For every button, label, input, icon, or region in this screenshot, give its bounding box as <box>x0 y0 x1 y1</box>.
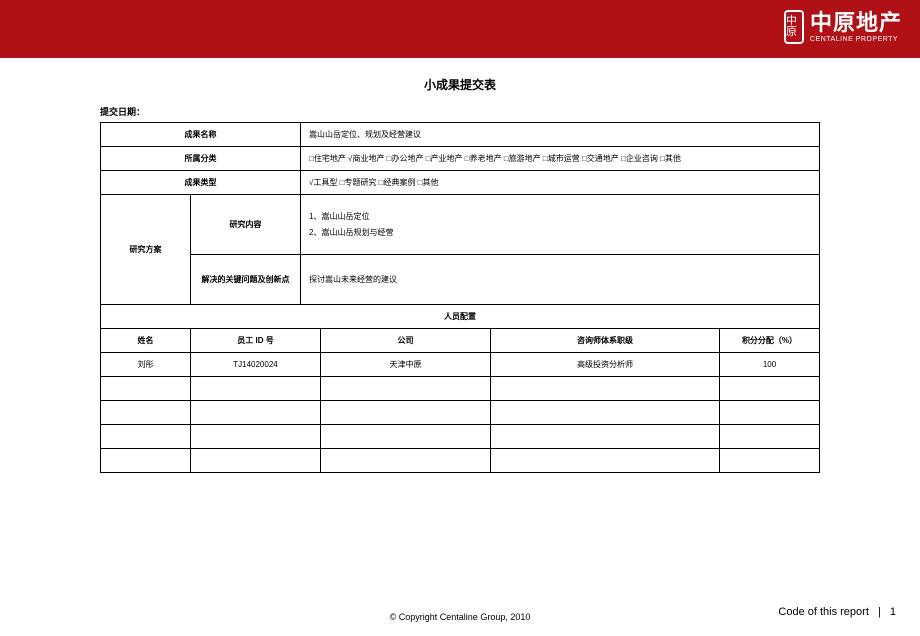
cell-id <box>191 449 321 473</box>
submission-form-table: 成果名称 嵩山山岳定位、规划及经营建议 所属分类 □住宅地产 √商业地产 □办公… <box>100 122 820 329</box>
label-category: 所属分类 <box>101 147 301 171</box>
table-row <box>101 401 820 425</box>
footer-page-number: 1 <box>890 606 896 618</box>
footer-code-label: Code of this report <box>778 606 869 618</box>
label-research-content: 研究内容 <box>191 195 301 255</box>
brand-mark-icon: 中原 <box>784 10 804 44</box>
value-category: □住宅地产 √商业地产 □办公地产 □产业地产 □养老地产 □旅游地产 □城市运… <box>301 147 820 171</box>
value-key-innovation: 探讨嵩山未来经营的建议 <box>301 255 820 305</box>
people-col-pct: 积分分配（%） <box>720 329 820 353</box>
cell-company: 天津中原 <box>321 353 491 377</box>
page-title: 小成果提交表 <box>100 76 820 93</box>
cell-name <box>101 401 191 425</box>
cell-company <box>321 449 491 473</box>
people-col-rank: 咨询师体系职级 <box>491 329 720 353</box>
people-col-name: 姓名 <box>101 329 191 353</box>
cell-pct <box>720 401 820 425</box>
cell-rank <box>491 401 720 425</box>
table-row: 刘彤 TJ14020024 天津中原 高级投资分析师 100 <box>101 353 820 377</box>
cell-company <box>321 401 491 425</box>
row-key-innovation: 解决的关键问题及创新点 探讨嵩山未来经营的建议 <box>101 255 820 305</box>
research-content-line-1: 1、嵩山山岳定位 <box>309 209 811 225</box>
value-type: √工具型 □专题研究 □经典案例 □其他 <box>301 171 820 195</box>
value-research-content: 1、嵩山山岳定位 2、嵩山山岳规划与经营 <box>301 195 820 255</box>
cell-rank <box>491 449 720 473</box>
people-header-row: 姓名 员工 ID 号 公司 咨询师体系职级 积分分配（%） <box>101 329 820 353</box>
page-content: 小成果提交表 提交日期： 成果名称 嵩山山岳定位、规划及经营建议 所属分类 □住… <box>0 58 920 473</box>
cell-name: 刘彤 <box>101 353 191 377</box>
cell-id <box>191 377 321 401</box>
row-category: 所属分类 □住宅地产 √商业地产 □办公地产 □产业地产 □养老地产 □旅游地产… <box>101 147 820 171</box>
submit-date-label: 提交日期： <box>100 105 820 118</box>
cell-id: TJ14020024 <box>191 353 321 377</box>
research-content-line-2: 2、嵩山山岳规划与经营 <box>309 225 811 241</box>
row-name: 成果名称 嵩山山岳定位、规划及经营建议 <box>101 123 820 147</box>
cell-name <box>101 377 191 401</box>
people-col-company: 公司 <box>321 329 491 353</box>
cell-id <box>191 401 321 425</box>
footer-code: Code of this report | 1 <box>778 606 896 618</box>
cell-pct <box>720 449 820 473</box>
people-table: 姓名 员工 ID 号 公司 咨询师体系职级 积分分配（%） 刘彤 TJ14020… <box>100 328 820 473</box>
cell-pct: 100 <box>720 353 820 377</box>
label-type: 成果类型 <box>101 171 301 195</box>
cell-pct <box>720 425 820 449</box>
cell-company <box>321 377 491 401</box>
table-row <box>101 449 820 473</box>
row-research-content: 研究方案 研究内容 1、嵩山山岳定位 2、嵩山山岳规划与经营 <box>101 195 820 255</box>
brand-name-en: CENTALINE PROPERTY <box>810 36 902 43</box>
cell-rank: 高级投资分析师 <box>491 353 720 377</box>
cell-name <box>101 449 191 473</box>
table-row <box>101 377 820 401</box>
footer-separator: | <box>878 606 881 618</box>
cell-rank <box>491 377 720 401</box>
row-type: 成果类型 √工具型 □专题研究 □经典案例 □其他 <box>101 171 820 195</box>
brand-logo: 中原 中原地产 CENTALINE PROPERTY <box>784 10 902 44</box>
cell-company <box>321 425 491 449</box>
brand-text: 中原地产 CENTALINE PROPERTY <box>810 12 902 43</box>
header-bar: 中原 中原地产 CENTALINE PROPERTY <box>0 0 920 58</box>
cell-id <box>191 425 321 449</box>
people-section-header: 人员配置 <box>101 305 820 329</box>
label-key-innovation: 解决的关键问题及创新点 <box>191 255 301 305</box>
cell-rank <box>491 425 720 449</box>
label-name: 成果名称 <box>101 123 301 147</box>
cell-name <box>101 425 191 449</box>
row-people-header: 人员配置 <box>101 305 820 329</box>
people-col-id: 员工 ID 号 <box>191 329 321 353</box>
value-name: 嵩山山岳定位、规划及经营建议 <box>301 123 820 147</box>
cell-pct <box>720 377 820 401</box>
table-row <box>101 425 820 449</box>
brand-name-cn: 中原地产 <box>810 12 902 34</box>
label-research-plan: 研究方案 <box>101 195 191 305</box>
